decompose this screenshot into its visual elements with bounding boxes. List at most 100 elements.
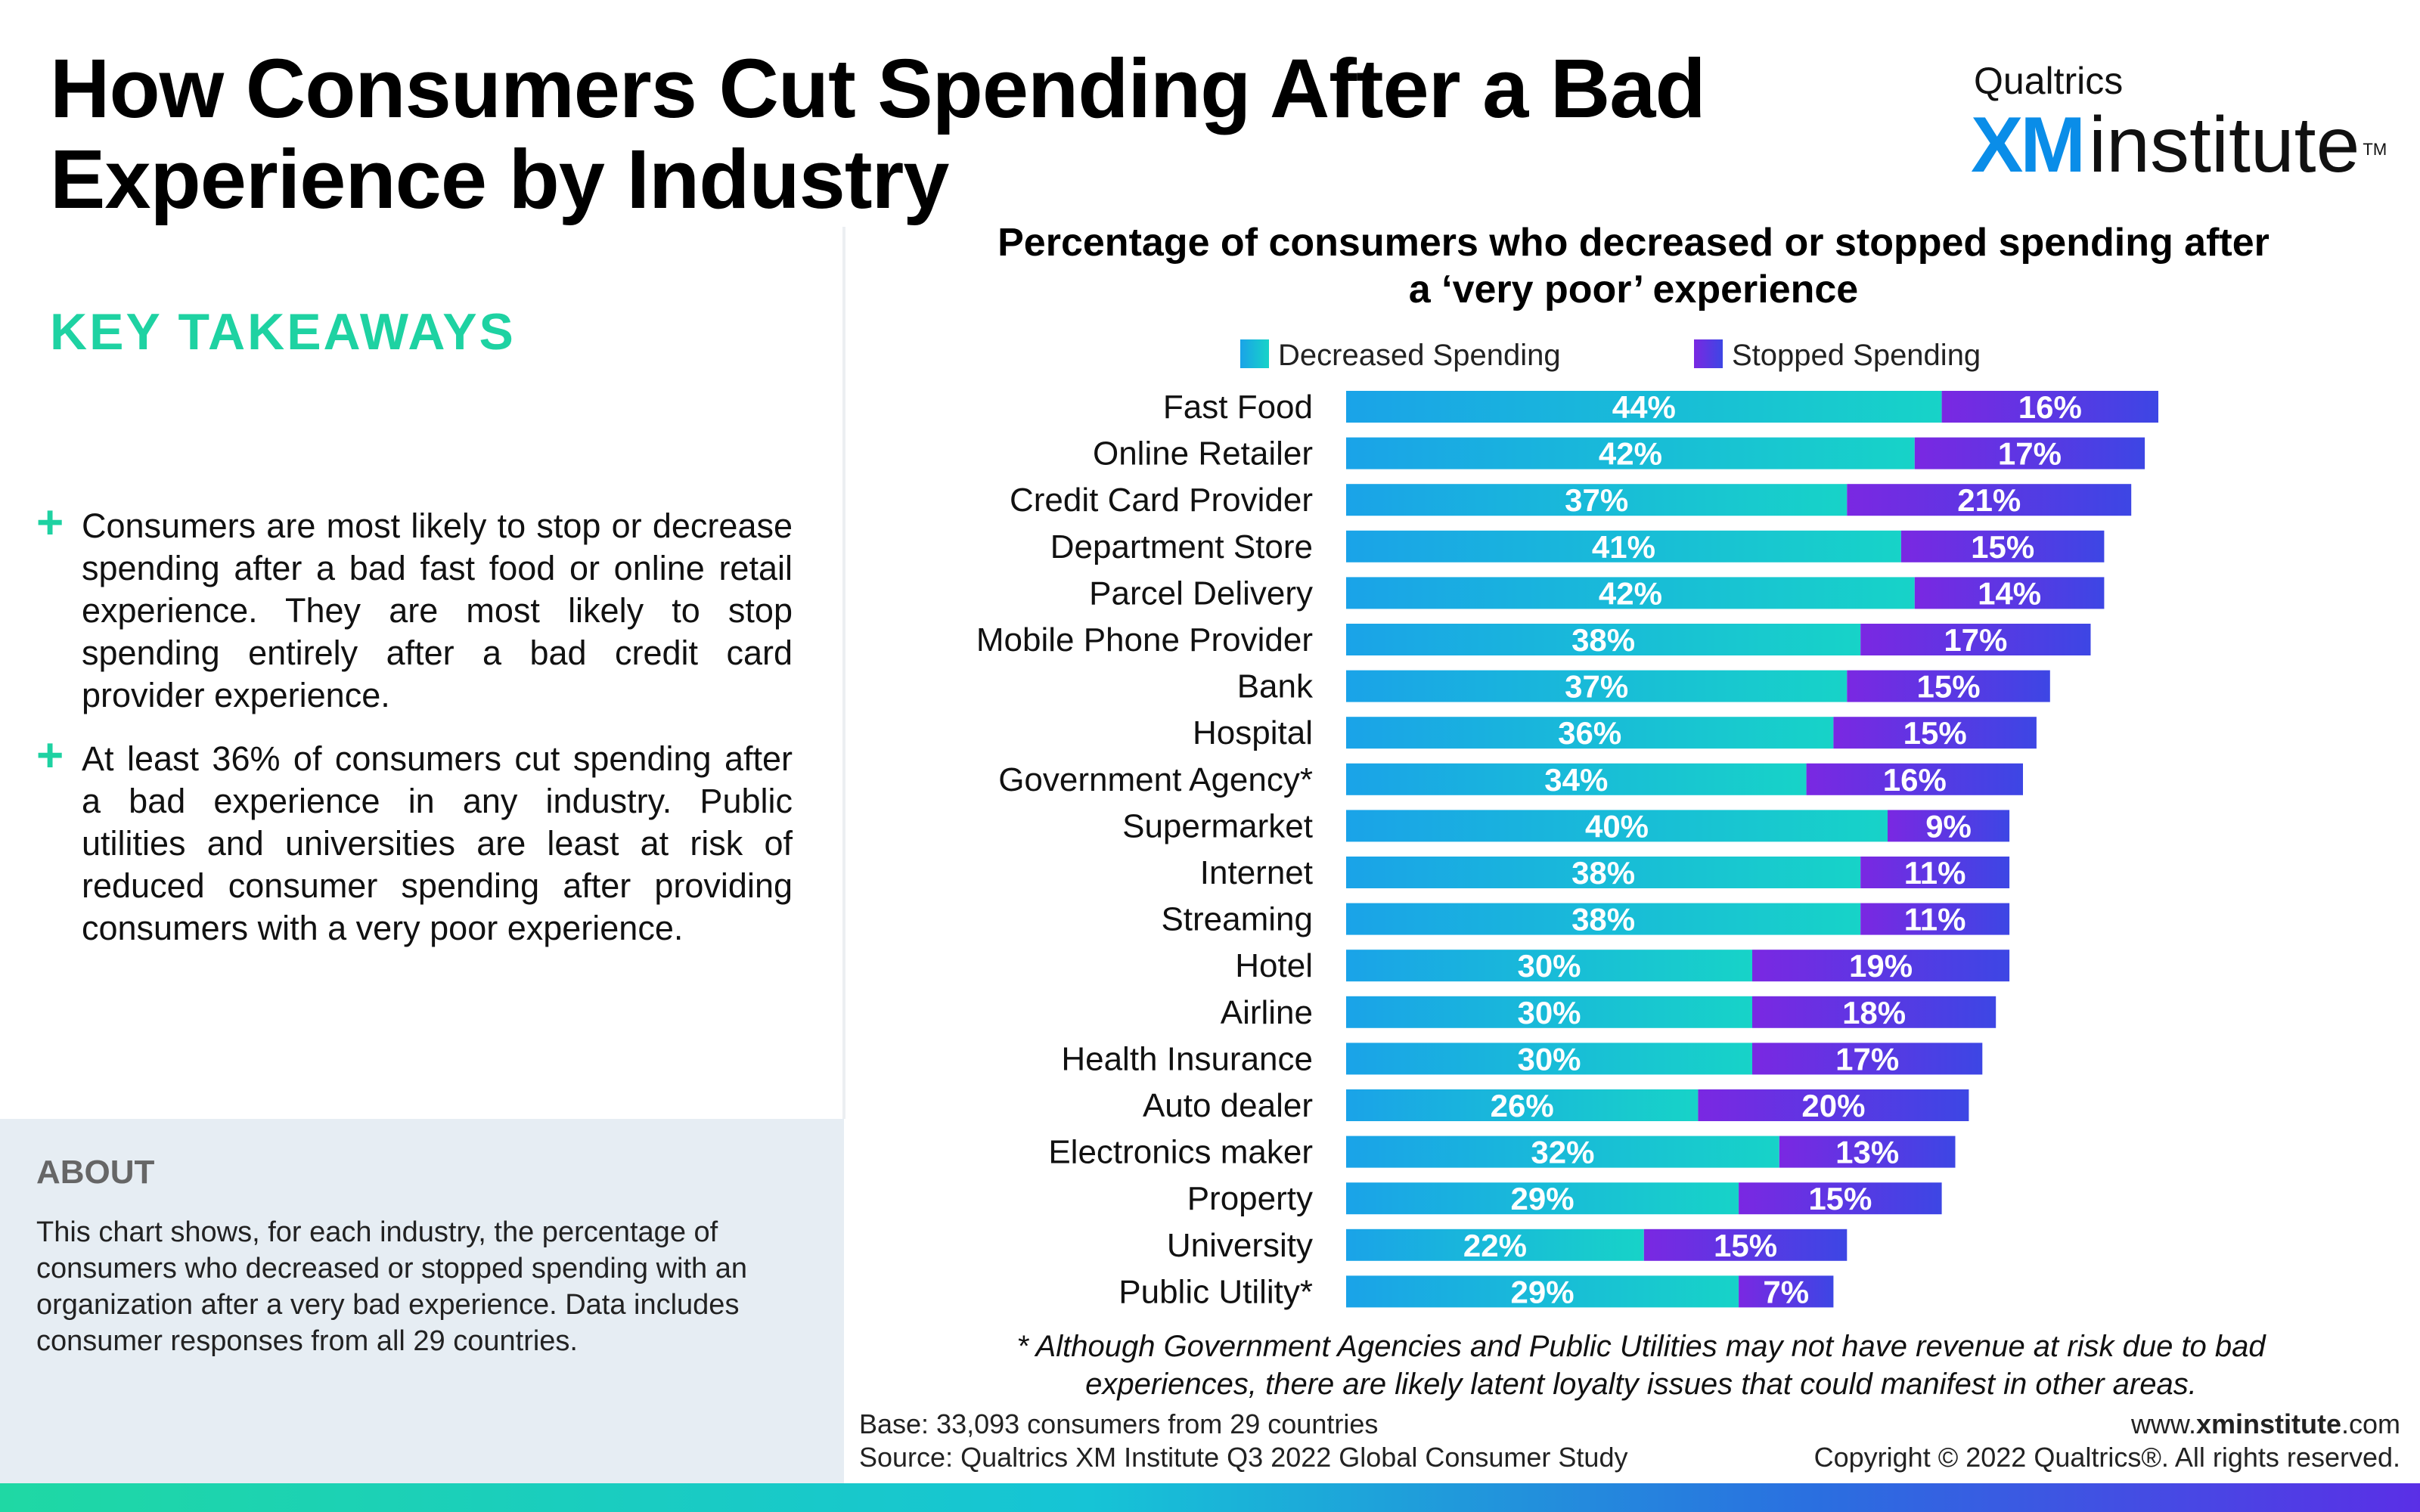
data-label-stopped: 20% [1801,1088,1865,1123]
data-label-stopped: 7% [1763,1274,1809,1309]
bar-decreased [1346,1136,1779,1168]
category-label: Fast Food [1163,389,1313,426]
data-label-decreased: 29% [1511,1274,1575,1309]
bar-stopped [1941,391,2158,423]
plus-icon: + [36,730,64,782]
takeaway-item: + Consumers are most likely to stop or d… [36,497,793,717]
legend-item-decreased: Decreased Spending [1240,339,1561,373]
data-label-decreased: 32% [1531,1135,1594,1170]
bar-decreased [1346,577,1915,609]
data-label-decreased: 30% [1517,948,1581,984]
bar-decreased [1346,624,1861,655]
logo-tm: TM [2363,140,2387,159]
footer-credit: www.xminstitute.com Copyright © 2022 Qua… [1814,1408,2400,1474]
takeaway-item: + At least 36% of consumers cut spending… [36,730,793,950]
category-label: Credit Card Provider [1010,482,1313,519]
data-label-stopped: 11% [1904,855,1966,891]
stacked-bar-chart: Fast Food 44% 16% Online Retailer 42% 17% Cred… [976,389,2158,1310]
takeaway-text: Consumers are most likely to stop or dec… [82,507,793,714]
legend-item-stopped: Stopped Spending [1694,339,1981,373]
bar-decreased [1346,530,1901,562]
footer-copyright: Copyright © 2022 Qualtrics®. All rights … [1813,1442,2400,1473]
data-label-stopped: 11% [1904,902,1966,937]
category-label: Electronics maker [1048,1134,1313,1171]
bar-stopped [1752,950,2010,982]
category-label: Property [1187,1180,1313,1217]
bar-stopped [1752,1043,1983,1075]
data-label-stopped: 15% [1917,669,1981,705]
logo-word: institute [2089,101,2360,189]
category-label: Supermarket [1122,807,1313,844]
data-label-stopped: 15% [1808,1181,1872,1216]
footer-source: Source: Qualtrics XM Institute Q3 2022 G… [859,1442,1628,1473]
data-label-stopped: 17% [1944,622,2007,658]
bar-decreased [1346,763,1807,795]
bar-stopped [1779,1136,1956,1168]
bar-decreased [1346,391,1942,423]
page-title: How Consumers Cut Spending After a Bad E… [50,42,1706,226]
category-label: University [1167,1227,1313,1264]
category-label: Auto dealer [1143,1087,1313,1124]
data-label-decreased: 29% [1511,1181,1575,1216]
data-label-decreased: 38% [1571,855,1635,891]
category-label: Mobile Phone Provider [976,621,1313,658]
bar-decreased [1346,857,1861,888]
chart-title: Percentage of consumers who decreased or… [997,221,2270,311]
category-label: Hotel [1235,947,1313,984]
data-label-decreased: 36% [1558,715,1621,751]
data-label-decreased: 37% [1565,482,1628,518]
data-label-decreased: 30% [1517,1041,1581,1077]
bar-decreased [1346,1228,1644,1261]
bar-stopped [1752,996,1996,1028]
bar-stopped [1914,437,2145,469]
logo-xm: XM [1971,101,2086,189]
bar-decreased [1346,717,1834,749]
data-label-stopped: 15% [1903,715,1967,751]
bar-decreased [1346,950,1752,982]
category-label: Hospital [1193,714,1313,751]
data-label-decreased: 30% [1517,995,1581,1030]
bar-decreased [1346,484,1848,516]
bar-stopped [1739,1182,1942,1215]
bar-decreased [1346,1089,1699,1121]
category-label: Online Retailer [1093,435,1313,472]
legend-swatch-stopped [1694,339,1723,369]
category-label: Public Utility* [1118,1273,1313,1310]
bar-decreased [1346,1182,1739,1215]
bar-decreased [1346,996,1752,1028]
data-label-stopped: 15% [1971,529,2034,565]
data-label-stopped: 13% [1835,1135,1899,1170]
footer-base: Base: 33,093 consumers from 29 countries [859,1408,1379,1439]
about-title: ABOUT [36,1154,155,1191]
plus-icon: + [36,497,64,549]
data-label-decreased: 41% [1592,529,1655,565]
data-label-decreased: 40% [1585,808,1649,844]
bar-stopped [1643,1228,1848,1261]
data-label-stopped: 19% [1849,948,1913,984]
bar-stopped [1833,717,2037,749]
bar-stopped [1860,857,2010,888]
data-label-decreased: 37% [1565,669,1628,705]
data-label-decreased: 22% [1463,1228,1527,1263]
data-label-decreased: 26% [1491,1088,1554,1123]
footer-website[interactable]: www.xminstitute.com [2130,1408,2400,1439]
data-label-decreased: 42% [1599,436,1662,472]
data-label-decreased: 38% [1571,622,1635,658]
bottom-gradient-band [0,1483,2420,1512]
data-label-stopped: 16% [1883,762,1947,798]
category-label: Department Store [1050,528,1313,565]
bar-stopped [1860,624,2091,655]
data-label-stopped: 17% [1998,436,2062,472]
bar-decreased [1346,437,1915,469]
footer-base-source: Base: 33,093 consumers from 29 countries… [859,1408,1627,1474]
data-label-stopped: 14% [1978,575,2041,611]
bar-stopped [1860,903,2010,935]
category-label: Airline [1221,994,1313,1031]
bar-stopped [1900,530,2105,562]
data-label-decreased: 44% [1612,389,1676,425]
data-label-decreased: 34% [1544,762,1608,798]
category-label: Streaming [1161,901,1313,938]
key-takeaways-title: KEY TAKEAWAYS [50,303,516,361]
logo-qualtrics: Qualtrics [1974,60,2124,102]
chart-footnote: * Although Government Agencies and Publi… [1016,1330,2266,1401]
